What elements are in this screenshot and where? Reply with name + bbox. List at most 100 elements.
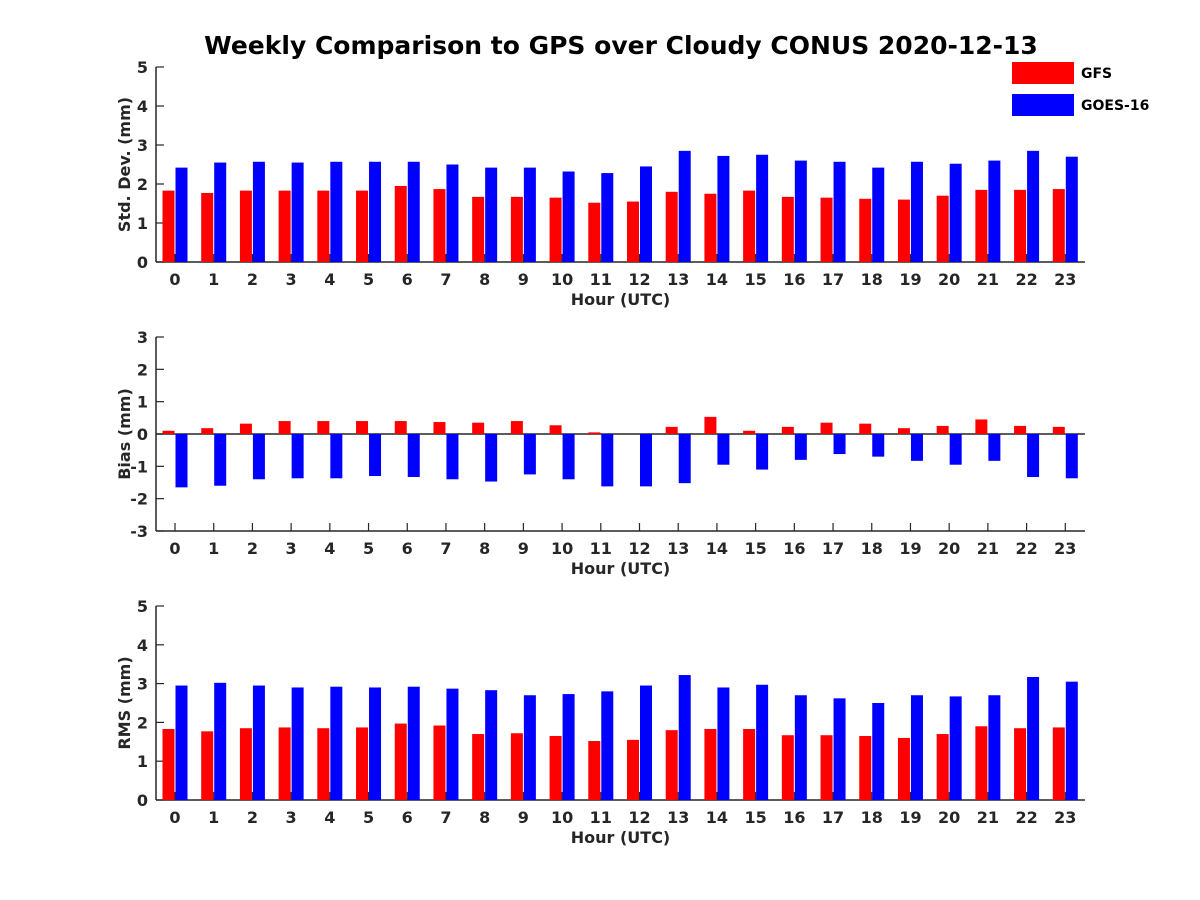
bar-goes-16-3 — [291, 434, 304, 479]
bar-gfs-17 — [820, 735, 833, 800]
bar-gfs-1 — [201, 192, 214, 262]
bar-goes-16-16 — [794, 160, 807, 262]
x-tick-label: 15 — [744, 270, 766, 289]
x-tick-label: 5 — [363, 539, 374, 558]
bar-goes-16-15 — [756, 154, 769, 262]
x-tick-label: 4 — [324, 808, 335, 827]
bar-goes-16-10 — [562, 694, 575, 800]
bar-gfs-7 — [433, 725, 446, 800]
bar-gfs-11 — [588, 202, 601, 262]
x-tick-label: 9 — [518, 808, 529, 827]
bar-goes-16-2 — [252, 685, 265, 800]
bar-gfs-4 — [317, 421, 330, 434]
x-tick-label: 6 — [402, 270, 413, 289]
x-tick-label: 1 — [208, 270, 219, 289]
x-tick-label: 3 — [286, 539, 297, 558]
x-tick-label: 23 — [1054, 539, 1076, 558]
bar-goes-16-12 — [640, 434, 652, 487]
x-tick-label: 13 — [667, 270, 689, 289]
bar-gfs-3 — [278, 190, 291, 262]
bar-goes-16-10 — [562, 434, 575, 480]
bar-goes-16-21 — [988, 695, 1001, 800]
bar-gfs-18 — [859, 735, 872, 800]
bar-gfs-15 — [743, 190, 756, 262]
bar-gfs-23 — [1052, 727, 1065, 800]
x-tick-label: 0 — [169, 539, 180, 558]
legend-label: GFS — [1081, 66, 1112, 82]
bar-goes-16-4 — [330, 686, 343, 800]
y-tick-label: 1 — [137, 752, 148, 771]
x-tick-label: 2 — [247, 539, 258, 558]
bar-gfs-2 — [239, 728, 252, 800]
x-tick-label: 5 — [363, 808, 374, 827]
x-tick-label: 13 — [667, 539, 689, 558]
y-tick-label: 0 — [137, 791, 148, 810]
x-tick-label: 21 — [977, 270, 999, 289]
bar-goes-16-20 — [949, 163, 962, 262]
x-tick-label: 2 — [247, 808, 258, 827]
y-tick-label: 2 — [137, 360, 148, 379]
x-tick-label: 18 — [861, 539, 883, 558]
bar-goes-16-22 — [1027, 434, 1040, 478]
bar-gfs-10 — [549, 197, 562, 262]
x-tick-label: 10 — [551, 270, 573, 289]
x-tick-label: 22 — [1015, 808, 1037, 827]
bar-goes-16-9 — [523, 695, 536, 800]
bar-goes-16-8 — [485, 690, 498, 800]
bar-gfs-17 — [820, 197, 833, 262]
bar-gfs-3 — [278, 421, 291, 434]
x-tick-label: 20 — [938, 539, 960, 558]
bar-goes-16-11 — [601, 691, 614, 800]
y-tick-label: -3 — [130, 522, 148, 541]
legend-swatch-goes-16 — [1012, 94, 1074, 116]
x-axis-label: Hour (UTC) — [571, 290, 671, 309]
bar-goes-16-12 — [640, 685, 652, 800]
y-tick-label: 0 — [137, 253, 148, 272]
bar-gfs-19 — [897, 428, 910, 434]
bar-goes-16-8 — [485, 167, 498, 262]
bar-gfs-10 — [549, 425, 562, 434]
x-tick-label: 3 — [286, 270, 297, 289]
x-tick-label: 19 — [899, 808, 921, 827]
x-tick-label: 22 — [1015, 539, 1037, 558]
bar-gfs-15 — [743, 430, 756, 434]
bar-gfs-11 — [588, 432, 601, 434]
bar-goes-16-11 — [601, 173, 614, 262]
y-tick-label: 2 — [137, 175, 148, 194]
bar-gfs-16 — [781, 426, 794, 434]
y-axis-label: Bias (mm) — [115, 388, 134, 480]
bar-goes-16-22 — [1027, 150, 1040, 262]
bar-gfs-5 — [356, 190, 369, 262]
bar-goes-16-23 — [1065, 434, 1078, 479]
x-tick-label: 2 — [247, 270, 258, 289]
x-tick-label: 8 — [479, 270, 490, 289]
x-tick-label: 17 — [822, 539, 844, 558]
bar-goes-16-9 — [523, 167, 536, 262]
bar-goes-16-8 — [485, 434, 498, 482]
bar-goes-16-0 — [175, 167, 188, 262]
x-tick-label: 16 — [783, 270, 805, 289]
x-tick-label: 10 — [551, 808, 573, 827]
bar-goes-16-16 — [794, 695, 807, 800]
y-tick-label: -1 — [130, 457, 148, 476]
bar-goes-16-23 — [1065, 681, 1078, 800]
x-tick-label: 17 — [822, 270, 844, 289]
bar-gfs-2 — [239, 190, 252, 262]
legend-label: GOES-16 — [1081, 98, 1149, 114]
bar-gfs-5 — [356, 421, 369, 434]
bar-gfs-2 — [239, 423, 252, 434]
x-tick-label: 19 — [899, 539, 921, 558]
x-tick-label: 9 — [518, 539, 529, 558]
y-tick-label: 3 — [137, 136, 148, 155]
bar-gfs-8 — [472, 196, 485, 262]
x-tick-label: 19 — [899, 270, 921, 289]
x-tick-label: 0 — [169, 270, 180, 289]
bar-gfs-1 — [201, 428, 214, 434]
bar-goes-16-13 — [678, 150, 691, 262]
x-tick-label: 10 — [551, 539, 573, 558]
bar-goes-16-1 — [214, 682, 227, 800]
bar-goes-16-21 — [988, 160, 1001, 262]
x-axis-label: Hour (UTC) — [571, 828, 671, 847]
